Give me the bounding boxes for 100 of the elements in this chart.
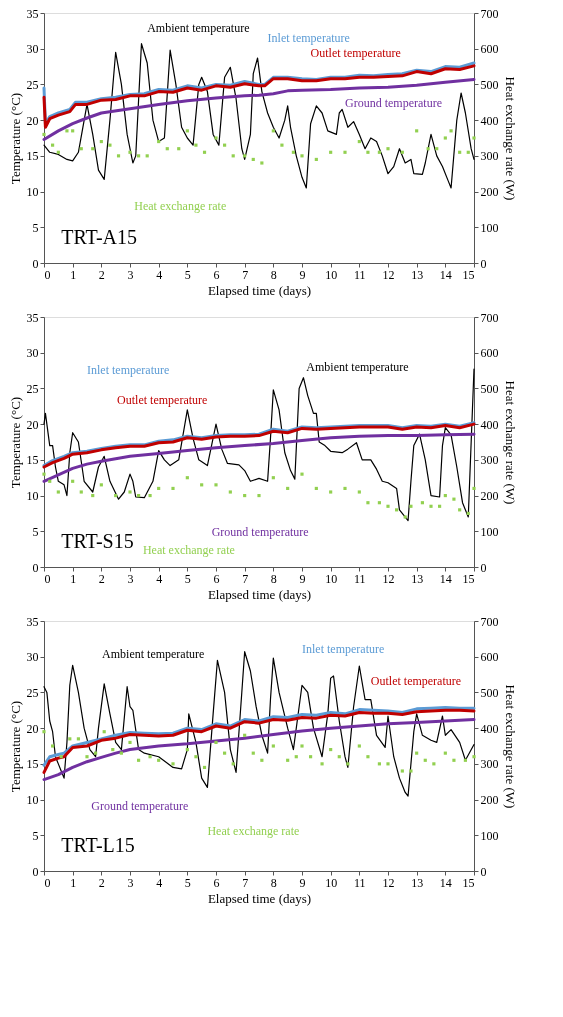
point xyxy=(466,150,470,154)
line-series xyxy=(42,432,476,483)
y2-tick-label: 600 xyxy=(480,42,499,57)
point xyxy=(185,129,189,133)
point xyxy=(128,740,132,745)
y2-tick-label: 300 xyxy=(480,757,499,772)
point xyxy=(452,758,456,762)
point xyxy=(472,486,476,491)
x-tick-label: 14 xyxy=(439,875,452,890)
point xyxy=(42,730,46,734)
x-tick-label: 7 xyxy=(242,875,249,890)
x-tick-label: 14 xyxy=(439,571,452,586)
point xyxy=(366,755,370,759)
x-tick-label: 13 xyxy=(411,875,424,890)
y-tick-label: 30 xyxy=(26,42,39,57)
line-series xyxy=(42,718,476,782)
point xyxy=(443,136,447,140)
x-tick-label: 9 xyxy=(299,267,306,282)
point xyxy=(271,744,275,748)
point xyxy=(438,504,442,508)
point xyxy=(423,758,427,762)
series-label: Outlet temperature xyxy=(310,46,401,60)
point xyxy=(329,747,333,752)
point xyxy=(214,483,218,487)
text: Heat exchange rate xyxy=(207,824,300,838)
y2-tick-label: 0 xyxy=(480,864,487,879)
point xyxy=(343,486,347,491)
text: Inlet temperature xyxy=(87,362,170,377)
y-axis-title: Temperature (°C) xyxy=(7,396,23,489)
x-tick-label: 11 xyxy=(354,875,366,890)
y2-tick-label: 100 xyxy=(480,828,499,843)
text: Outlet temperature xyxy=(117,392,208,407)
point xyxy=(400,769,404,773)
point xyxy=(343,150,347,154)
y2-tick-label: 500 xyxy=(480,77,499,92)
x-tick-label: 4 xyxy=(156,267,163,282)
point xyxy=(429,504,433,508)
point xyxy=(415,751,419,755)
annotation: TRT-A15 xyxy=(61,226,138,248)
point xyxy=(409,769,413,773)
point xyxy=(309,755,313,759)
point xyxy=(223,143,227,147)
point xyxy=(231,762,235,766)
point xyxy=(185,747,189,752)
x-tick-label: 10 xyxy=(325,875,338,890)
y-axis-title: Temperature (°C) xyxy=(7,700,23,793)
x-tick-label: 1 xyxy=(70,267,77,282)
y-tick-label: 35 xyxy=(26,614,39,629)
x-tick-label: 0 xyxy=(44,267,51,282)
y2-tick-label: 700 xyxy=(480,614,499,629)
annotation: TRT-S15 xyxy=(61,530,134,552)
point xyxy=(71,129,75,133)
series-label: Ground temperature xyxy=(345,96,442,110)
point xyxy=(320,762,324,766)
point xyxy=(463,758,467,762)
point xyxy=(85,755,89,759)
point xyxy=(148,493,152,498)
x-axis-title: Elapsed time (days) xyxy=(207,890,312,906)
point xyxy=(223,751,227,755)
text: Inlet temperature xyxy=(267,31,350,45)
point xyxy=(377,150,381,154)
x-tick-label: 1 xyxy=(70,571,77,586)
annotation: TRT-L15 xyxy=(61,834,135,856)
y-tick-label: 35 xyxy=(26,6,39,21)
point xyxy=(294,755,298,759)
y-tick-label: 15 xyxy=(26,453,39,468)
text: Heat exchange rate xyxy=(142,542,235,557)
point xyxy=(357,139,361,144)
point xyxy=(443,751,447,755)
point xyxy=(300,154,304,158)
y-tick-label: 35 xyxy=(26,310,39,325)
point xyxy=(452,497,456,501)
point xyxy=(128,490,132,494)
point xyxy=(400,150,404,154)
x-tick-label: 2 xyxy=(98,571,105,586)
point xyxy=(102,730,106,734)
y2-tick-label: 100 xyxy=(480,524,499,539)
y-tick-label: 25 xyxy=(26,685,39,700)
y2-tick-label: 200 xyxy=(480,185,499,200)
y-tick-label: 0 xyxy=(32,560,39,575)
line-series xyxy=(42,77,476,141)
x-tick-label: 5 xyxy=(184,267,191,282)
y-tick-label: 0 xyxy=(32,864,39,879)
series-label: Ambient temperature xyxy=(102,646,205,661)
point xyxy=(386,762,390,766)
y2-tick-label: 0 xyxy=(480,256,487,271)
point xyxy=(357,744,361,748)
y2-tick-label: 600 xyxy=(480,650,499,665)
y2-tick-label: 300 xyxy=(480,149,499,164)
point xyxy=(329,490,333,494)
x-tick-label: 15 xyxy=(462,875,475,890)
x-tick-label: 4 xyxy=(156,571,163,586)
point xyxy=(137,493,141,498)
x-tick-label: 15 xyxy=(462,571,475,586)
x-tick-label: 0 xyxy=(44,571,51,586)
point xyxy=(48,479,52,483)
point xyxy=(157,758,161,762)
point xyxy=(171,762,175,766)
x-tick-label: 8 xyxy=(270,875,277,890)
point xyxy=(202,765,207,770)
